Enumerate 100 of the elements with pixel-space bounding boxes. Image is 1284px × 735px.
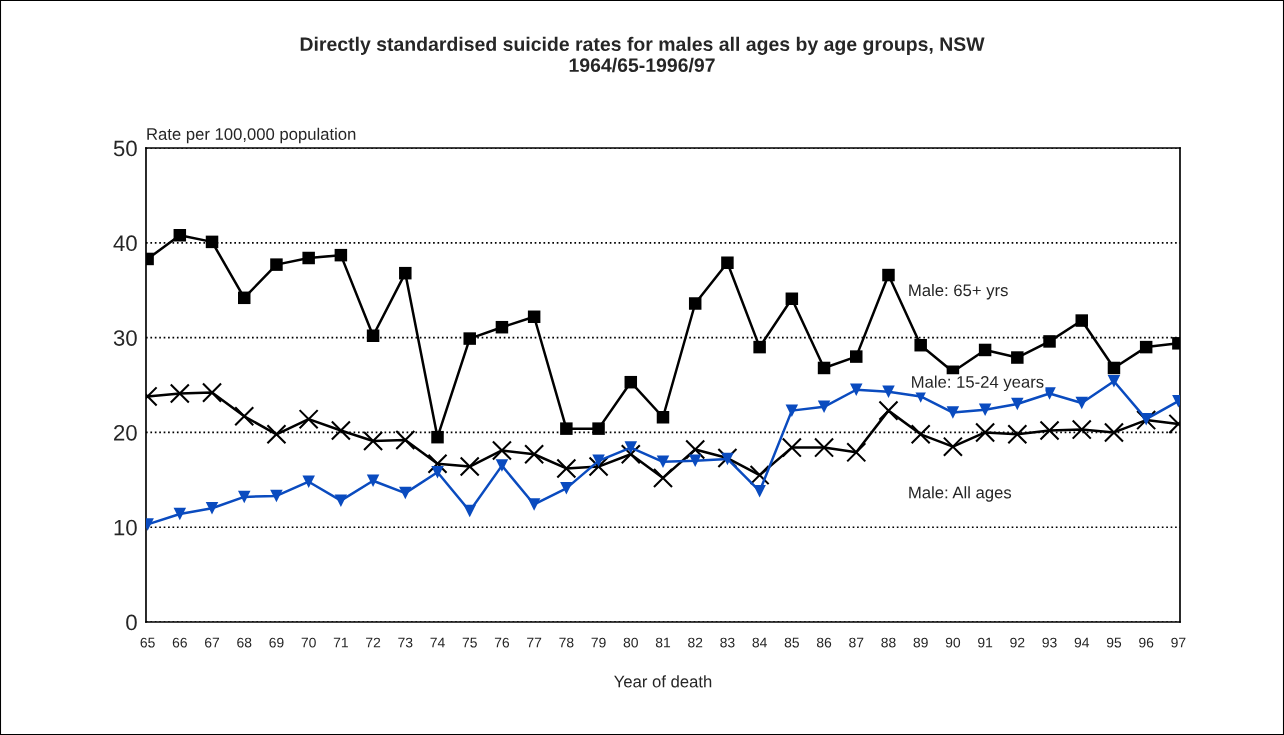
- point: [652, 467, 674, 488]
- x-tick-label: 95: [1106, 637, 1122, 648]
- point: [850, 350, 863, 363]
- point: [946, 406, 960, 419]
- point: [785, 404, 799, 417]
- point: [656, 455, 670, 469]
- point: [592, 454, 605, 468]
- point: [463, 504, 476, 518]
- x-tick-label: 83: [720, 637, 735, 648]
- point: [201, 382, 223, 403]
- point: [882, 268, 895, 282]
- x-axis-title: Year of death: [614, 675, 712, 688]
- point: [173, 507, 187, 521]
- point: [298, 409, 319, 430]
- x-tick-label: 77: [527, 637, 542, 648]
- point: [205, 502, 219, 515]
- y-axis-title: Rate per 100,000 population: [147, 127, 356, 144]
- point: [817, 361, 831, 375]
- text: Male: All ages: [909, 486, 1012, 502]
- point: [914, 338, 927, 352]
- x-tick-label: 88: [881, 637, 896, 648]
- point: [1139, 340, 1153, 354]
- point: [978, 343, 992, 357]
- point: [491, 440, 512, 461]
- point: [234, 406, 255, 427]
- point: [366, 474, 380, 488]
- y-tick-label: 10: [114, 519, 137, 536]
- point: [785, 292, 799, 306]
- point: [620, 444, 641, 465]
- x-tick-label: 82: [688, 637, 703, 648]
- y-tick-label: 50: [113, 140, 137, 157]
- chart-title: Directly standardised suicide rates for males all ages by age groups, NSW 1964/65-1996/97: [300, 36, 985, 73]
- point: [624, 375, 638, 389]
- point: [205, 235, 219, 249]
- x-tick-label: 94: [1074, 637, 1090, 648]
- x-tick-label: 93: [1042, 637, 1057, 648]
- x-tick-label: 87: [849, 637, 864, 648]
- x-tick-label: 65: [140, 637, 155, 648]
- point: [237, 490, 251, 504]
- point: [1136, 410, 1157, 431]
- x-tick-label: 92: [1010, 637, 1025, 648]
- point: [427, 453, 448, 474]
- point: [1107, 374, 1121, 388]
- point: [431, 430, 444, 444]
- point: [1071, 419, 1092, 440]
- x-tick-label: 66: [172, 637, 187, 648]
- point: [173, 229, 187, 242]
- y-tick-label: 20: [114, 424, 137, 441]
- x-tick-label: 80: [623, 637, 638, 648]
- y-tick-label: 0: [126, 614, 137, 631]
- point: [330, 420, 351, 441]
- point: [560, 422, 573, 435]
- x-tick-label: 81: [655, 637, 671, 648]
- x-tick-label: 68: [237, 637, 252, 648]
- point: [721, 256, 734, 269]
- point: [813, 437, 835, 458]
- y-tick-label: 30: [113, 330, 137, 346]
- x-tick-label: 67: [205, 637, 220, 648]
- point: [817, 400, 831, 414]
- point: [270, 489, 283, 503]
- point: [1075, 314, 1088, 327]
- x-tick-label: 91: [978, 637, 993, 648]
- point: [266, 424, 287, 445]
- point: [495, 459, 509, 472]
- y-tick-label: 40: [113, 235, 137, 252]
- x-tick-label: 96: [1139, 637, 1154, 648]
- point: [524, 444, 545, 465]
- point: [588, 456, 609, 477]
- point: [1043, 335, 1056, 348]
- point: [1011, 397, 1024, 411]
- x-tick-label: 74: [430, 637, 445, 648]
- x-tick-label: 86: [816, 637, 832, 648]
- point: [688, 454, 702, 468]
- point: [302, 475, 315, 488]
- point: [395, 429, 416, 451]
- point: [302, 251, 315, 265]
- point: [846, 442, 867, 463]
- point: [334, 494, 348, 507]
- point: [1007, 424, 1028, 445]
- x-tick-label: 78: [559, 637, 574, 648]
- point: [753, 340, 766, 354]
- x-tick-label: 72: [366, 637, 381, 648]
- x-tick-label: 75: [462, 637, 477, 648]
- x-tick-label: 76: [494, 637, 510, 648]
- point: [363, 430, 384, 452]
- point: [1107, 361, 1121, 375]
- x-tick-label: 89: [913, 637, 928, 648]
- point: [495, 320, 509, 334]
- point: [942, 436, 963, 457]
- point: [527, 310, 541, 324]
- x-tick-label: 84: [752, 637, 767, 648]
- point: [1075, 396, 1088, 410]
- point: [399, 266, 412, 280]
- point: [910, 424, 931, 445]
- point: [975, 422, 996, 443]
- x-tick-label: 85: [784, 637, 799, 648]
- x-tick-label: 79: [591, 637, 606, 648]
- point: [459, 456, 480, 477]
- point: [978, 403, 992, 416]
- point: [399, 486, 412, 500]
